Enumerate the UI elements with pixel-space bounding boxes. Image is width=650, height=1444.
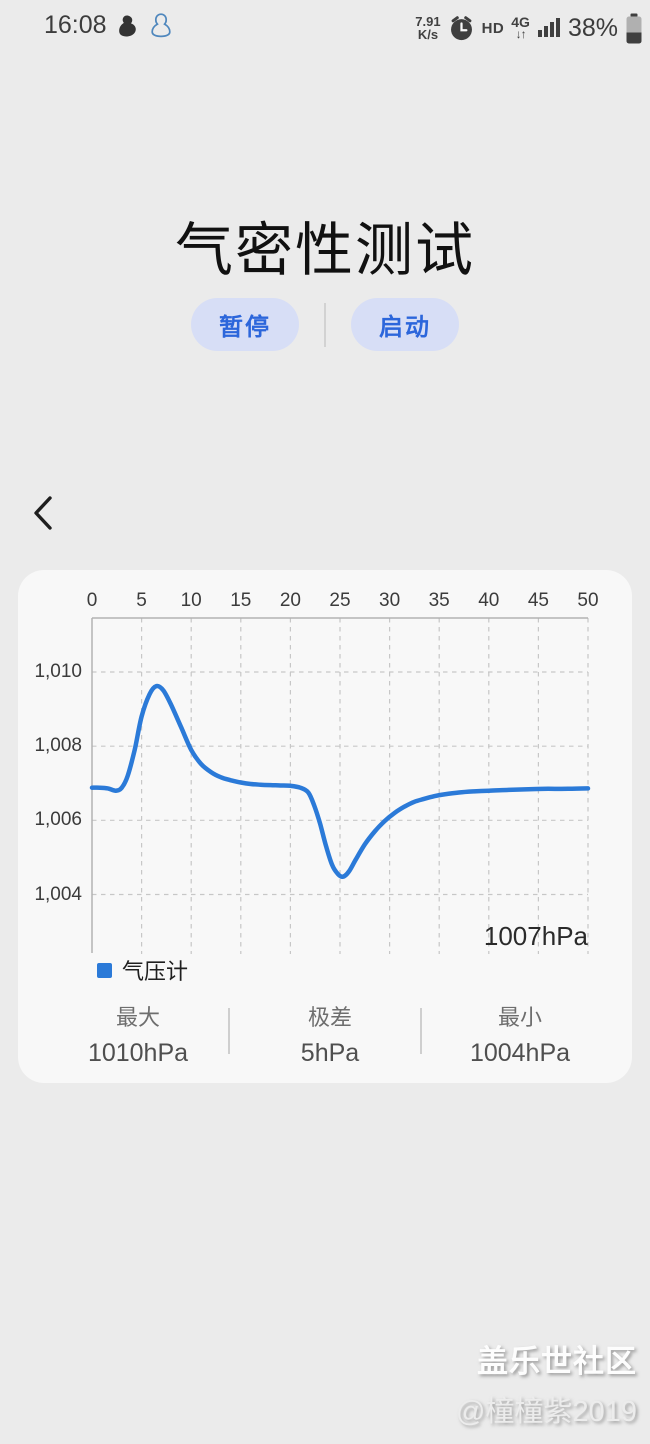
stats-divider	[228, 1008, 230, 1054]
test-controls: 暂停 启动	[0, 298, 650, 351]
network-speed: 7.91 K/s	[415, 15, 440, 41]
stat-min-label: 最小	[497, 1005, 542, 1030]
start-button[interactable]: 启动	[351, 298, 459, 351]
qq-chat-icon	[150, 13, 171, 38]
back-button[interactable]	[30, 494, 56, 532]
stat-min: 最小 1004hPa	[422, 1000, 618, 1068]
legend-label: 气压计	[122, 959, 189, 984]
stats-row: 最大 1010hPa 极差 5hPa 最小 1004hPa	[18, 1000, 632, 1072]
chart-card: 0 5 10 15 20 25 30 35 40 45 50 1,010 1,008 1,006 1,00…	[18, 570, 632, 1083]
stat-range-label: 极差	[307, 1005, 352, 1030]
status-bar: 16:08 7.91 K/s HD 4G ↓↑	[0, 0, 650, 54]
stats-divider	[420, 1008, 422, 1054]
status-bar-left: 16:08	[44, 11, 174, 40]
watermark-username: @橦橦紫2019	[456, 1396, 637, 1428]
pressure-series-line	[89, 683, 591, 880]
chevron-left-icon	[34, 496, 52, 530]
battery-percent: 38%	[567, 13, 618, 42]
stat-range: 极差 5hPa	[240, 1000, 420, 1068]
status-time: 16:08	[44, 11, 107, 39]
controls-divider	[324, 302, 326, 347]
stat-range-value: 5hPa	[300, 1039, 360, 1067]
network-arrows: ↓↑	[515, 27, 527, 41]
current-pressure-label: 1007hPa	[483, 921, 588, 951]
network-speed-unit: K/s	[417, 27, 439, 42]
pressure-chart	[89, 617, 591, 954]
qq-notification-icon	[118, 15, 136, 36]
stat-max-label: 最大	[115, 1005, 160, 1030]
page-title: 气密性测试	[174, 218, 475, 283]
chart-legend: 气压计	[97, 954, 188, 986]
status-bar-right: 7.91 K/s HD 4G ↓↑ 38%	[415, 8, 643, 48]
network-speed-value: 7.91	[415, 14, 441, 29]
alarm-icon	[450, 15, 472, 40]
stat-max: 最大 1010hPa	[33, 1000, 243, 1068]
stat-min-value: 1004hPa	[469, 1039, 571, 1067]
hd-icon: HD	[481, 19, 505, 37]
stat-max-value: 1010hPa	[87, 1039, 189, 1067]
battery-icon	[626, 13, 642, 43]
pause-button[interactable]: 暂停	[191, 298, 299, 351]
signal-icon	[537, 18, 560, 37]
watermark: 盖乐世社区 @橦橦紫2019	[456, 1336, 637, 1430]
network-type-label: 4G	[511, 14, 530, 30]
network-type-icon: 4G ↓↑	[511, 14, 530, 41]
legend-swatch-icon	[97, 962, 112, 978]
watermark-community: 盖乐世社区	[477, 1344, 637, 1379]
